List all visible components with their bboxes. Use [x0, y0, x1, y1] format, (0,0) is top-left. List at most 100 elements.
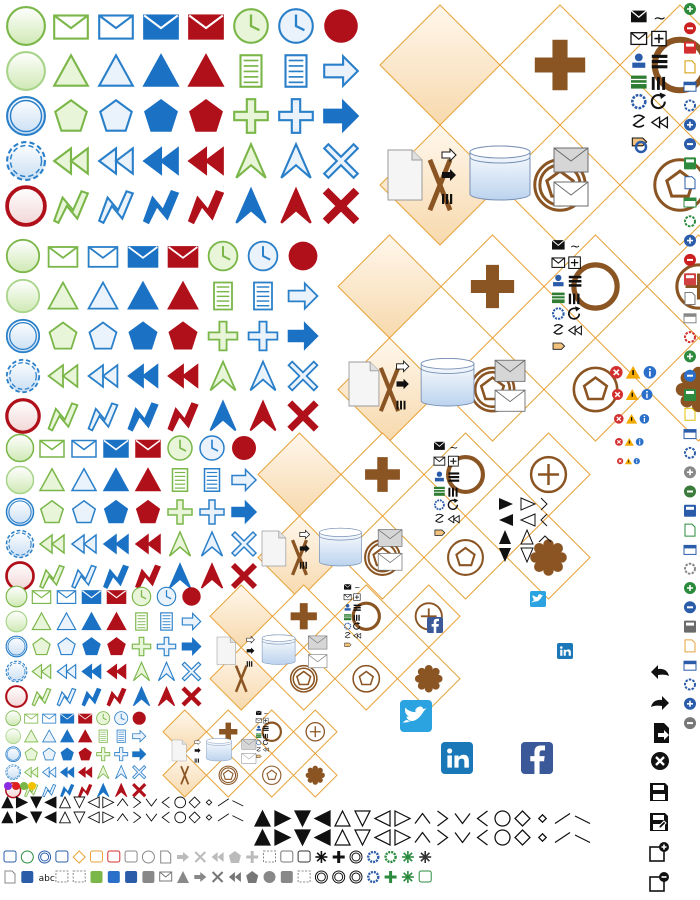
- parallel-gateway-icon: [219, 722, 238, 741]
- toolbar-app-icon[interactable]: [684, 466, 696, 479]
- bpmn-bolt-icon: [97, 190, 135, 225]
- toolbar-app-icon[interactable]: [684, 273, 696, 286]
- bpmn-bolt-icon: [39, 564, 66, 590]
- toolbar-app-icon[interactable]: [684, 562, 696, 575]
- bpmn-env-icon: [47, 246, 79, 268]
- add-window-icon[interactable]: [649, 842, 669, 862]
- toolbar-app-icon[interactable]: [684, 639, 696, 653]
- data-object-icon: [387, 149, 423, 201]
- save-as-icon[interactable]: [650, 813, 668, 831]
- toolbar-app-icon[interactable]: [683, 429, 697, 440]
- toolbar-app-icon[interactable]: [684, 215, 696, 228]
- status-icons: [612, 389, 653, 401]
- bpmn-plus-icon: [114, 747, 129, 762]
- event-gateway-icon: [262, 765, 282, 785]
- toolbar-app-icon[interactable]: [684, 60, 696, 74]
- parallel-gateway-icon: [470, 264, 515, 309]
- toolbar-app-icon[interactable]: [684, 138, 696, 151]
- star-icon: [401, 851, 414, 863]
- delete-icon[interactable]: [651, 752, 669, 770]
- bpmn-circleB2-icon: [5, 318, 41, 354]
- toolbar-app-icon[interactable]: [684, 697, 696, 710]
- complex-gateway-icon: [675, 263, 700, 310]
- export-icon[interactable]: [654, 723, 669, 743]
- toolbar-app-icon[interactable]: [684, 118, 696, 131]
- circle-icon: [20, 850, 34, 864]
- linkedin-icon[interactable]: [441, 742, 473, 774]
- rew-icon: [211, 852, 224, 862]
- bpmn-xmark-icon: [322, 142, 360, 180]
- mini-tool-icons: ~: [343, 583, 362, 647]
- dash-icon: [263, 850, 276, 863]
- tilde-glyph: ~: [354, 583, 360, 592]
- data-object-group: [171, 738, 257, 764]
- status-icons: [615, 438, 644, 446]
- twitter-icon[interactable]: [530, 591, 546, 607]
- toolbar-app-icon[interactable]: [683, 81, 697, 92]
- toolbar-app-icon[interactable]: [684, 41, 696, 54]
- toolbar-app-icon[interactable]: [683, 313, 697, 324]
- toolbar-app-icon[interactable]: [684, 504, 696, 517]
- toolbar-app-icon[interactable]: [684, 601, 696, 614]
- bpmn-pent-icon: [128, 321, 158, 350]
- toolbar-app-icon[interactable]: [684, 446, 696, 459]
- bpmn-bolt-icon: [42, 783, 57, 798]
- color-dot-icon: [12, 782, 20, 790]
- toolbar-app-icon[interactable]: [683, 197, 697, 208]
- diamond-icon: [72, 850, 86, 864]
- toolbar-app-icon[interactable]: [684, 292, 696, 305]
- toolbar-app-icon[interactable]: [684, 369, 696, 382]
- bpmn-tri-icon: [31, 611, 52, 631]
- toolbar-app-icon[interactable]: [684, 157, 696, 170]
- facebook-icon[interactable]: [521, 742, 553, 774]
- bpmn-chev-icon: [280, 186, 312, 224]
- linkedin-icon[interactable]: [557, 643, 573, 659]
- bpmn-xmark-icon: [181, 661, 202, 682]
- bpmn-pent-icon: [24, 747, 38, 761]
- bpmn-xmark-icon: [132, 783, 147, 798]
- redo-icon[interactable]: [651, 696, 669, 710]
- toolbar-app-icon[interactable]: [684, 717, 696, 730]
- toolbar-app-icon[interactable]: [683, 544, 697, 555]
- bpmn-pent-icon: [39, 499, 65, 524]
- toolbar-app-icon[interactable]: [684, 331, 696, 344]
- toolbar-app-icon[interactable]: [684, 234, 696, 247]
- bpmn-arrow-icon: [231, 467, 258, 493]
- toolbar-app-icon[interactable]: [684, 485, 696, 498]
- toolbar-app-icon[interactable]: [684, 253, 696, 266]
- bpmn-chev-icon: [115, 764, 128, 780]
- undo-icon[interactable]: [651, 665, 669, 679]
- bpmn-rew-icon: [23, 766, 39, 778]
- inclusive-gateway-icon: [651, 36, 700, 94]
- bpmn-xmark-icon: [287, 400, 319, 432]
- facebook-icon[interactable]: [427, 617, 443, 633]
- toolbar-app-icon[interactable]: [684, 582, 696, 594]
- bpmn-clock-icon: [167, 435, 193, 461]
- toolbar-app-icon[interactable]: [684, 99, 696, 112]
- toolbar-app-icon[interactable]: [684, 389, 696, 401]
- toolbar-app-icon[interactable]: [684, 350, 696, 363]
- toolbar-app-icon[interactable]: [684, 678, 696, 691]
- bpmn-bolt-icon: [187, 190, 225, 225]
- remove-window-icon[interactable]: [649, 872, 669, 892]
- toolbar-app-icon[interactable]: [684, 407, 696, 421]
- twitter-icon[interactable]: [400, 700, 432, 732]
- bpmn-xmark-icon: [181, 686, 202, 707]
- toolbar-app-icon[interactable]: [683, 660, 697, 671]
- star-icon: [401, 871, 414, 883]
- bpmn-plus-icon: [247, 320, 279, 352]
- toolbar-app-icon[interactable]: [684, 3, 696, 15]
- bpmn-plus-icon: [199, 499, 225, 525]
- toolbar-app-icon[interactable]: [684, 176, 696, 190]
- bpmn-xmark-icon: [132, 765, 147, 780]
- rect-icon: [280, 850, 294, 863]
- gateway-diamond-icon: [249, 752, 295, 798]
- x-icon: [211, 871, 224, 883]
- env-icon: [159, 871, 173, 882]
- save-icon[interactable]: [650, 783, 668, 801]
- toolbar-app-icon[interactable]: [684, 620, 696, 633]
- toolbar-app-icon[interactable]: [684, 523, 696, 537]
- bpmn-circleR-icon: [5, 685, 28, 708]
- toolbar-app-icon[interactable]: [684, 22, 696, 35]
- plus-icon: [332, 851, 345, 863]
